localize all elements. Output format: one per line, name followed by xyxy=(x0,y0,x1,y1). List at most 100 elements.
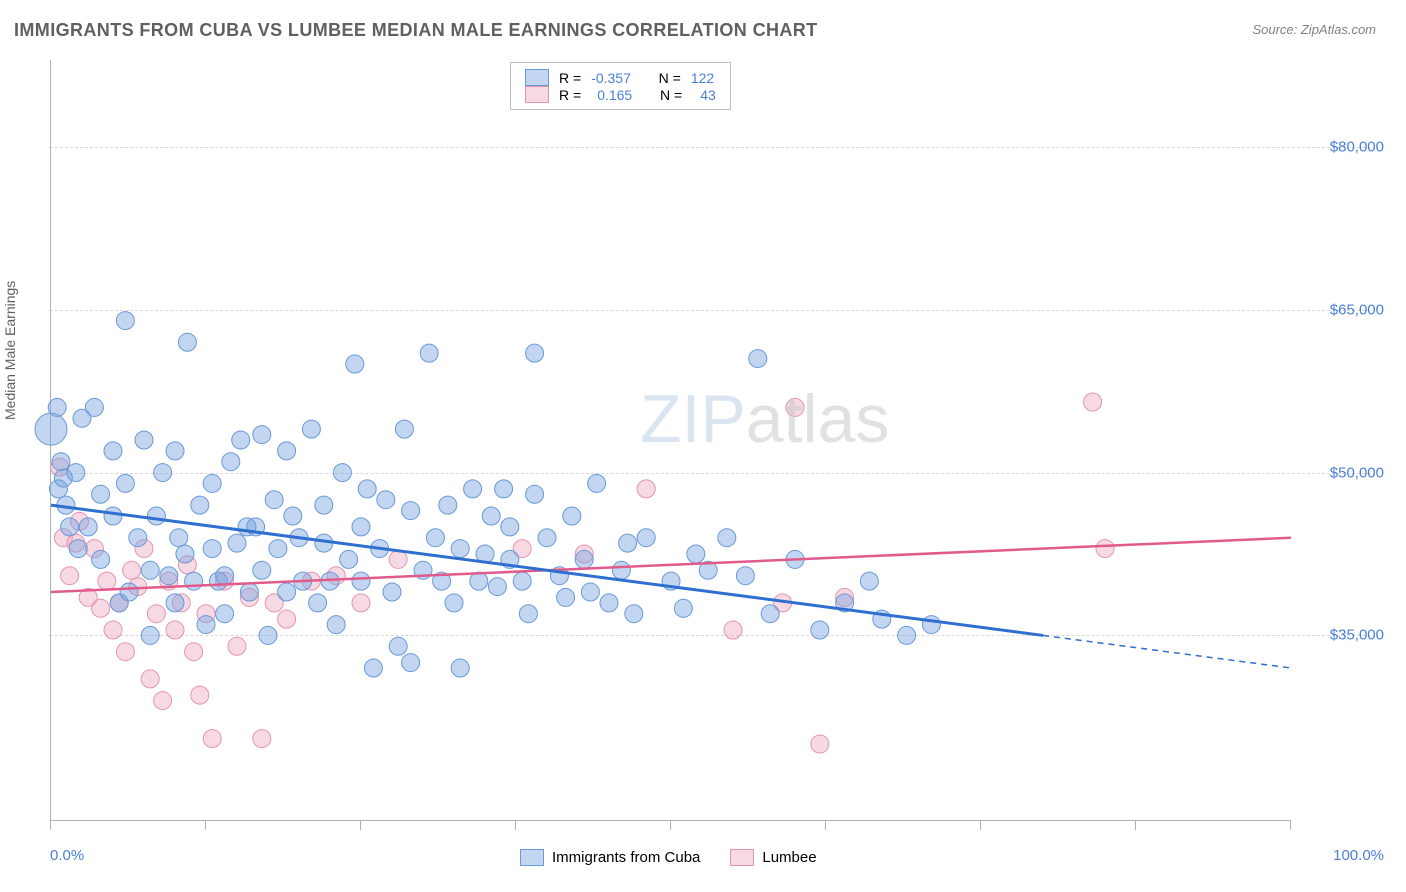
scatter-point xyxy=(786,398,804,416)
scatter-point xyxy=(402,654,420,672)
scatter-point xyxy=(674,599,692,617)
scatter-point xyxy=(352,518,370,536)
y-tick-label: $65,000 xyxy=(1330,301,1384,318)
scatter-point xyxy=(129,529,147,547)
n-value-lumbee: 43 xyxy=(692,87,716,103)
scatter-point xyxy=(104,442,122,460)
scatter-point xyxy=(687,545,705,563)
scatter-point xyxy=(333,464,351,482)
scatter-point xyxy=(352,572,370,590)
scatter-point xyxy=(120,583,138,601)
n-label: N = xyxy=(659,70,681,86)
legend-swatch-lumbee xyxy=(730,849,754,866)
trendline-cuba-extrapolated xyxy=(1043,635,1291,668)
x-tick-mark xyxy=(1290,820,1291,830)
scatter-point xyxy=(445,594,463,612)
scatter-point xyxy=(389,637,407,655)
scatter-point xyxy=(811,735,829,753)
scatter-point xyxy=(898,626,916,644)
scatter-point xyxy=(278,583,296,601)
source-attribution: Source: ZipAtlas.com xyxy=(1252,22,1376,37)
n-label: N = xyxy=(660,87,682,103)
scatter-point xyxy=(203,540,221,558)
scatter-point xyxy=(519,605,537,623)
scatter-point xyxy=(718,529,736,547)
scatter-point xyxy=(98,572,116,590)
scatter-point xyxy=(48,398,66,416)
r-value-cuba: -0.357 xyxy=(591,70,631,86)
legend-item-lumbee: Lumbee xyxy=(730,849,816,866)
scatter-point xyxy=(240,583,258,601)
legend-item-cuba: Immigrants from Cuba xyxy=(520,849,700,866)
scatter-point xyxy=(154,464,172,482)
scatter-point xyxy=(92,599,110,617)
scatter-point xyxy=(538,529,556,547)
scatter-point xyxy=(228,534,246,552)
scatter-point xyxy=(402,502,420,520)
scatter-point xyxy=(811,621,829,639)
chart-title: IMMIGRANTS FROM CUBA VS LUMBEE MEDIAN MA… xyxy=(14,20,818,41)
scatter-point xyxy=(166,594,184,612)
scatter-point xyxy=(352,594,370,612)
scatter-point xyxy=(178,333,196,351)
scatter-point xyxy=(600,594,618,612)
scatter-point xyxy=(513,572,531,590)
scatter-point xyxy=(116,643,134,661)
scatter-point xyxy=(170,529,188,547)
legend-label-cuba: Immigrants from Cuba xyxy=(552,849,700,866)
scatter-point xyxy=(203,730,221,748)
swatch-cuba xyxy=(525,69,549,86)
scatter-point xyxy=(67,464,85,482)
x-tick-mark xyxy=(50,820,51,830)
scatter-point xyxy=(135,431,153,449)
x-tick-label: 0.0% xyxy=(50,847,84,864)
scatter-point xyxy=(526,485,544,503)
scatter-point xyxy=(482,507,500,525)
scatter-point xyxy=(228,637,246,655)
scatter-point xyxy=(278,610,296,628)
scatter-point xyxy=(395,420,413,438)
scatter-point xyxy=(123,561,141,579)
scatter-point xyxy=(216,605,234,623)
scatter-point xyxy=(625,605,643,623)
scatter-point xyxy=(259,626,277,644)
scatter-point xyxy=(612,561,630,579)
scatter-point xyxy=(860,572,878,590)
legend-label-lumbee: Lumbee xyxy=(762,849,816,866)
scatter-point xyxy=(315,496,333,514)
scatter-point xyxy=(197,616,215,634)
x-tick-label: 100.0% xyxy=(1333,847,1384,864)
scatter-point xyxy=(69,540,87,558)
scatter-point xyxy=(526,344,544,362)
scatter-point xyxy=(141,670,159,688)
x-tick-mark xyxy=(360,820,361,830)
legend-row-cuba: R = -0.357 N = 122 xyxy=(525,69,716,86)
scatter-point xyxy=(340,550,358,568)
series-legend: Immigrants from Cuba Lumbee xyxy=(520,849,817,866)
scatter-point xyxy=(488,578,506,596)
scatter-point xyxy=(104,621,122,639)
scatter-point xyxy=(216,567,234,585)
x-tick-mark xyxy=(825,820,826,830)
scatter-point xyxy=(557,588,575,606)
scatter-point xyxy=(575,550,593,568)
plot-svg xyxy=(51,60,1291,820)
y-tick-label: $50,000 xyxy=(1330,464,1384,481)
scatter-point xyxy=(327,616,345,634)
scatter-point xyxy=(724,621,742,639)
scatter-point xyxy=(35,413,67,445)
scatter-point xyxy=(377,491,395,509)
scatter-point xyxy=(451,659,469,677)
scatter-point xyxy=(309,594,327,612)
scatter-point xyxy=(160,567,178,585)
scatter-point xyxy=(581,583,599,601)
legend-row-lumbee: R = 0.165 N = 43 xyxy=(525,86,716,103)
scatter-point xyxy=(1096,540,1114,558)
scatter-point xyxy=(92,485,110,503)
scatter-point xyxy=(154,692,172,710)
scatter-point xyxy=(389,550,407,568)
scatter-point xyxy=(563,507,581,525)
scatter-point xyxy=(269,540,287,558)
correlation-legend: R = -0.357 N = 122 R = 0.165 N = 43 xyxy=(510,62,731,110)
scatter-point xyxy=(749,350,767,368)
